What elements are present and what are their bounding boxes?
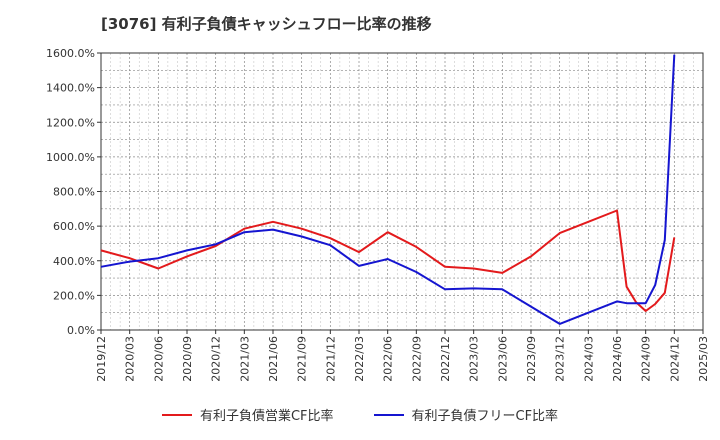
x-tick-label: 2019/12 [95,336,108,382]
x-tick-label: 2021/12 [324,336,337,382]
y-tick-label: 1400.0% [46,82,95,95]
x-tick-label: 2024/06 [611,336,624,382]
y-tick-label: 0.0% [67,324,95,337]
x-tick-label: 2020/12 [210,336,223,382]
y-tick-label: 1600.0% [46,47,95,60]
x-tick-label: 2023/06 [496,336,509,382]
x-tick-label: 2022/12 [439,336,452,382]
y-tick-label: 1000.0% [46,151,95,164]
x-tick-label: 2021/09 [296,336,309,382]
x-tick-label: 2021/06 [267,336,280,382]
chart-title: [3076] 有利子負債キャッシュフロー比率の推移 [101,15,432,33]
y-tick-label: 200.0% [53,289,95,302]
y-tick-label: 400.0% [53,255,95,268]
x-tick-label: 2025/03 [697,336,710,382]
x-tick-label: 2022/06 [382,336,395,382]
legend-label-free-cf: 有利子負債フリーCF比率 [411,409,559,424]
legend-label-operating-cf: 有利子負債営業CF比率 [199,409,334,424]
series-line-1 [100,54,676,325]
legend-swatch-free-cf [373,413,404,416]
x-tick-label: 2022/09 [410,336,423,382]
grid-lines [100,52,704,331]
x-tick-label: 2023/09 [525,336,538,382]
y-axis-ticks: 0.0% 200.0% 400.0% 600.0% 800.0% 1000.0% 1200.… [46,47,101,337]
x-tick-label: 2020/09 [181,336,194,382]
x-tick-label: 2023/03 [468,336,481,382]
x-tick-label: 2021/03 [238,336,251,382]
x-tick-label: 2020/03 [124,336,137,382]
y-tick-label: 800.0% [53,186,95,199]
legend-item-free-cf: 有利子負債フリーCF比率 [373,405,559,424]
x-tick-label: 2024/09 [640,336,653,382]
x-tick-label: 2024/03 [582,336,595,382]
y-tick-label: 600.0% [53,220,95,233]
x-tick-label: 2022/03 [353,336,366,382]
chart-plot: 0.0% 200.0% 400.0% 600.0% 800.0% 1000.0% 1200.… [46,47,710,382]
x-tick-label: 2024/12 [668,336,681,382]
y-tick-label: 1200.0% [46,116,95,129]
series-lines [100,54,676,325]
x-axis-ticks: 2019/12 2020/03 2020/06 2020/09 2020/12 2021/… [95,330,710,382]
x-tick-label: 2023/12 [554,336,567,382]
legend-swatch-operating-cf [161,413,192,416]
x-tick-label: 2020/06 [152,336,165,382]
legend-item-operating-cf: 有利子負債営業CF比率 [161,405,334,424]
legend: 有利子負債営業CF比率 有利子負債フリーCF比率 [0,405,720,424]
